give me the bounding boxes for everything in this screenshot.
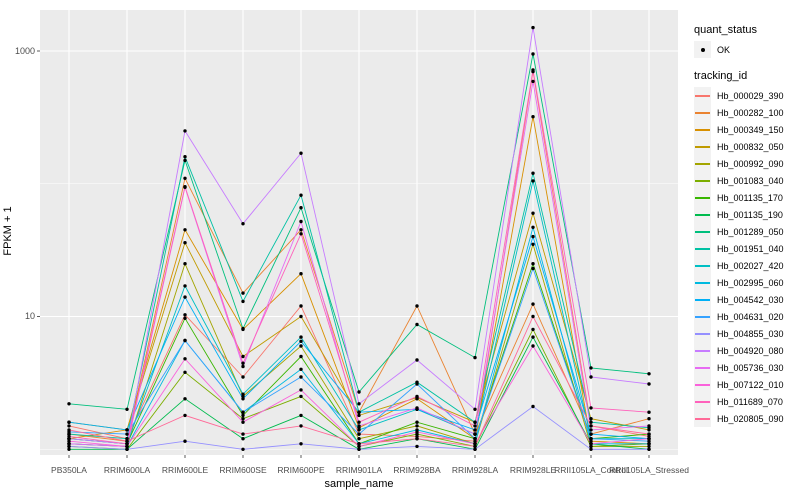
legend-item-Hb_005736_030: Hb_005736_030	[694, 359, 798, 376]
line-key-icon	[694, 393, 711, 410]
legend-item-label: Hb_002995_060	[717, 277, 784, 288]
legend-item-label: Hb_004920_080	[717, 345, 784, 356]
legend-item-label: Hb_000282_100	[717, 107, 784, 118]
line-key-icon	[694, 138, 711, 155]
legend-tracking-keys: Hb_000029_390 Hb_000282_100 Hb_000349_150 H…	[694, 87, 798, 427]
legend-item-Hb_000832_050: Hb_000832_050	[694, 138, 798, 155]
line-key-icon	[694, 308, 711, 325]
line-key-icon	[694, 257, 711, 274]
legend-tracking-id-title: tracking_id	[694, 70, 748, 82]
legend-item-label: Hb_004855_030	[717, 328, 784, 339]
legend-item-label: Hb_001135_170	[717, 192, 783, 203]
legend-item-Hb_001135_170: Hb_001135_170	[694, 189, 798, 206]
x-tick-label: RRIM600SE	[219, 465, 267, 475]
legend-item-label: Hb_001135_190	[717, 209, 783, 220]
legend-item-Hb_000992_090: Hb_000992_090	[694, 155, 798, 172]
legend-item-label: OK	[717, 44, 731, 55]
x-tick-label: PB350LA	[51, 465, 87, 475]
legend-item-Hb_004920_080: Hb_004920_080	[694, 342, 798, 359]
legend-item-label: Hb_000029_390	[717, 90, 784, 101]
x-tick-label: RRIM600LE	[161, 465, 209, 475]
legend-item-Hb_001951_040: Hb_001951_040	[694, 240, 798, 257]
x-tick-label: RRIM600LA	[103, 465, 151, 475]
legend-item-Hb_004631_020: Hb_004631_020	[694, 308, 798, 325]
legend-item-Hb_000349_150: Hb_000349_150	[694, 121, 798, 138]
line-key-icon	[694, 274, 711, 291]
legend-item-Hb_001135_190: Hb_001135_190	[694, 206, 798, 223]
legend-item-Hb_000029_390: Hb_000029_390	[694, 87, 798, 104]
legend-item-ok: OK	[694, 41, 798, 58]
line-key-icon	[694, 155, 711, 172]
x-tick-label: RRIM928LA	[451, 465, 499, 475]
legend-item-label: Hb_020805_090	[717, 413, 784, 424]
legend-item-label: Hb_007122_010	[717, 379, 784, 390]
legend-item-Hb_000282_100: Hb_000282_100	[694, 104, 798, 121]
line-key-icon	[694, 189, 711, 206]
line-key-icon	[694, 410, 711, 427]
legend-item-Hb_002027_420: Hb_002027_420	[694, 257, 798, 274]
legend-item-Hb_004542_030: Hb_004542_030	[694, 291, 798, 308]
line-key-icon	[694, 240, 711, 257]
y-axis-title: FPKM + 1	[2, 206, 14, 256]
line-key-icon	[694, 206, 711, 223]
line-key-icon	[694, 223, 711, 240]
legend-item-Hb_002995_060: Hb_002995_060	[694, 274, 798, 291]
line-key-icon	[694, 359, 711, 376]
legend-item-Hb_001289_050: Hb_001289_050	[694, 223, 798, 240]
legend-item-label: Hb_002027_420	[717, 260, 784, 271]
line-key-icon	[694, 121, 711, 138]
legend-item-Hb_004855_030: Hb_004855_030	[694, 325, 798, 342]
line-key-icon	[694, 104, 711, 121]
line-key-icon	[694, 325, 711, 342]
line-key-icon	[694, 342, 711, 359]
line-key-icon	[694, 291, 711, 308]
legend-item-Hb_007122_010: Hb_007122_010	[694, 376, 798, 393]
x-axis-title: sample_name	[324, 478, 394, 490]
legend-item-Hb_001083_040: Hb_001083_040	[694, 172, 798, 189]
legend-item-label: Hb_001083_040	[717, 175, 784, 186]
legend-item-Hb_011689_070: Hb_011689_070	[694, 393, 798, 410]
legend-item-label: Hb_000349_150	[717, 124, 784, 135]
legend: quant_status OK tracking_id Hb_000029_39…	[694, 24, 798, 427]
y-tick-label: 1000	[14, 45, 35, 56]
legend-item-label: Hb_011689_070	[717, 396, 783, 407]
legend-item-Hb_020805_090: Hb_020805_090	[694, 410, 798, 427]
legend-item-label: Hb_000992_090	[717, 158, 784, 169]
legend-item-label: Hb_004631_020	[717, 311, 784, 322]
x-tick-label: RRII105LA_Control	[554, 465, 628, 475]
line-key-icon	[694, 87, 711, 104]
legend-item-label: Hb_001951_040	[717, 243, 784, 254]
legend-item-label: Hb_001289_050	[717, 226, 784, 237]
x-tick-label: RRIM928BA	[393, 465, 441, 475]
y-tick-label: 10	[24, 311, 35, 321]
line-key-icon	[694, 376, 711, 393]
legend-quant-status-title: quant_status	[694, 24, 757, 36]
x-tick-label: RRIM600PE	[277, 465, 325, 475]
point-key-icon	[694, 41, 711, 58]
legend-item-label: Hb_000832_050	[717, 141, 784, 152]
legend-item-label: Hb_004542_030	[717, 294, 784, 305]
x-tick-label: RRII105LA_Stressed	[609, 465, 689, 475]
x-tick-label: RRIM928LE	[509, 465, 557, 475]
legend-item-label: Hb_005736_030	[717, 362, 784, 373]
line-key-icon	[694, 172, 711, 189]
x-tick-label: RRIM901LA	[335, 465, 383, 475]
